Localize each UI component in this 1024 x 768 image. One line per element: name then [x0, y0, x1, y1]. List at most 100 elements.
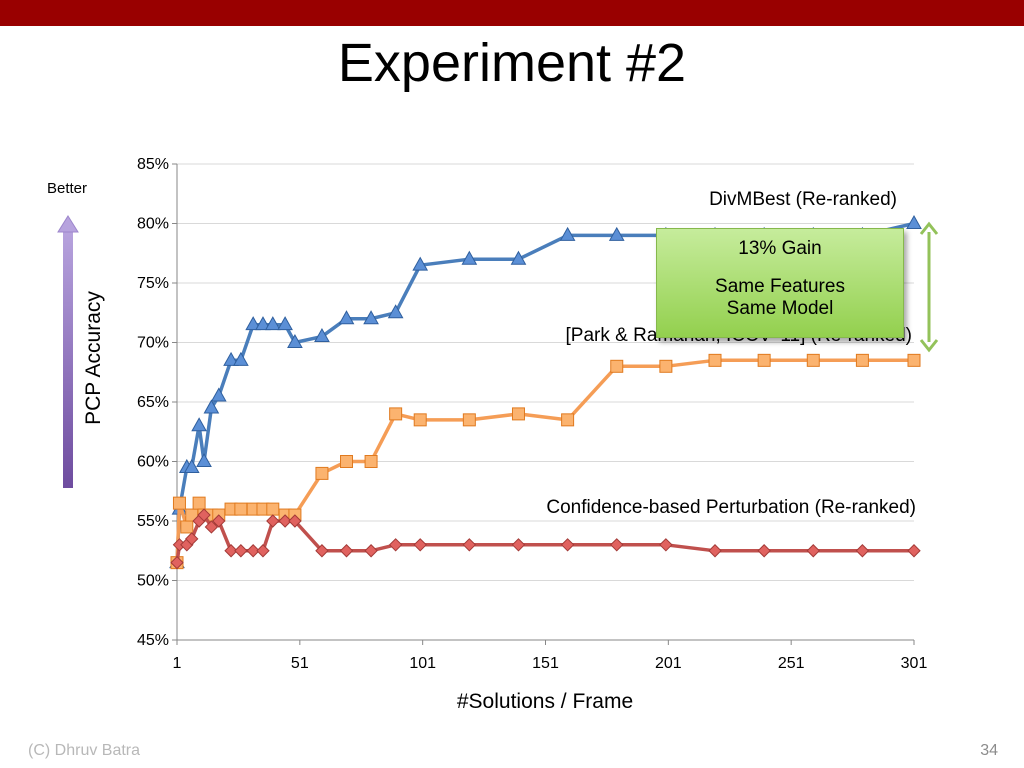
- data-point: [172, 496, 186, 510]
- slide-title: Experiment #2: [337, 33, 687, 93]
- data-point: [462, 413, 476, 427]
- x-axis-title: #Solutions / Frame: [456, 690, 634, 713]
- x-tick-label: 51: [291, 655, 309, 672]
- data-point: [610, 359, 624, 373]
- series-label-confidence-perturbation: Confidence-based Perturbation (Re-ranked…: [546, 497, 916, 518]
- data-point: [363, 310, 379, 325]
- data-point: [212, 514, 226, 528]
- data-point: [907, 353, 921, 367]
- data-point: [907, 544, 921, 558]
- data-point: [246, 544, 260, 558]
- data-point: [338, 310, 355, 325]
- x-axis-title-wrap: #Solutions / Frame: [0, 690, 1024, 714]
- data-point: [314, 328, 330, 343]
- footer-credit: (C) Dhruv Batra: [28, 742, 141, 759]
- data-point: [233, 351, 249, 366]
- y-tick-label: 80%: [137, 216, 169, 233]
- data-point: [906, 214, 922, 229]
- data-point: [204, 520, 219, 534]
- data-point: [806, 353, 820, 367]
- gain-annotation-box: 13% Gain Same Features Same Model: [656, 228, 904, 338]
- x-tick-label: 1: [173, 655, 182, 672]
- data-point: [806, 544, 820, 558]
- data-point: [339, 544, 354, 558]
- data-point: [340, 455, 354, 468]
- data-point: [560, 538, 575, 552]
- gain-arrowhead-up-icon: [919, 221, 939, 235]
- data-point: [757, 544, 771, 558]
- better-arrow-shaft: [63, 230, 73, 488]
- data-point: [413, 538, 427, 552]
- data-point: [413, 413, 427, 427]
- data-point: [203, 399, 220, 414]
- data-point: [255, 316, 271, 331]
- data-point: [234, 502, 248, 516]
- y-tick-label: 85%: [137, 156, 169, 173]
- data-point: [196, 452, 212, 467]
- x-tick-label: 301: [901, 655, 928, 672]
- data-point: [511, 538, 526, 552]
- better-label: Better: [47, 180, 88, 197]
- data-point: [223, 351, 239, 366]
- same-model-line: Same Model: [726, 298, 834, 319]
- data-point: [183, 458, 200, 473]
- series-park-ramanan: [170, 353, 921, 570]
- data-point: [256, 544, 270, 558]
- same-features-line: Same Features: [715, 276, 845, 297]
- y-tick-label: 55%: [137, 513, 169, 530]
- data-point: [234, 544, 248, 558]
- series-confidence-perturbation: [170, 508, 921, 570]
- data-point: [855, 353, 869, 367]
- y-tick-label: 65%: [137, 394, 169, 411]
- data-point: [510, 250, 527, 265]
- data-point: [245, 316, 262, 331]
- data-point: [659, 359, 673, 373]
- data-point: [266, 514, 280, 528]
- data-point: [364, 544, 378, 558]
- data-point: [277, 316, 293, 331]
- y-tick-label: 45%: [137, 632, 169, 649]
- data-point: [191, 417, 207, 432]
- x-tick-label: 151: [532, 655, 559, 672]
- data-point: [855, 544, 870, 558]
- better-arrowhead-icon: [57, 215, 79, 233]
- data-point: [364, 455, 378, 468]
- data-point: [185, 532, 199, 546]
- data-point: [559, 226, 576, 241]
- header-bar: [0, 0, 1024, 26]
- data-point: [388, 538, 403, 552]
- data-point: [170, 555, 184, 570]
- data-point: [389, 407, 403, 421]
- x-tick-label: 201: [655, 655, 682, 672]
- gain-line: 13% Gain: [738, 238, 822, 259]
- y-tick-label: 70%: [137, 335, 169, 352]
- data-point: [412, 256, 429, 271]
- data-point: [197, 508, 211, 522]
- data-point: [210, 387, 227, 402]
- data-point: [461, 250, 478, 265]
- page-number: 34: [980, 742, 998, 759]
- data-point: [315, 466, 329, 480]
- y-tick-label: 50%: [137, 573, 169, 590]
- data-point: [511, 407, 525, 421]
- data-point: [264, 316, 281, 331]
- data-point: [224, 544, 238, 558]
- y-tick-label: 75%: [137, 275, 169, 292]
- data-point: [387, 304, 404, 319]
- data-point: [287, 333, 303, 348]
- data-point: [561, 413, 575, 427]
- data-point: [610, 538, 624, 552]
- data-point: [278, 514, 292, 528]
- data-point: [462, 538, 477, 552]
- data-point: [288, 514, 302, 528]
- data-point: [192, 496, 206, 510]
- data-point: [608, 226, 625, 241]
- y-axis-title: PCP Accuracy: [82, 291, 105, 425]
- data-point: [180, 520, 194, 534]
- data-point: [757, 353, 771, 367]
- x-tick-label: 101: [409, 655, 436, 672]
- data-point: [659, 538, 673, 552]
- data-point: [708, 544, 722, 558]
- data-point: [708, 353, 722, 367]
